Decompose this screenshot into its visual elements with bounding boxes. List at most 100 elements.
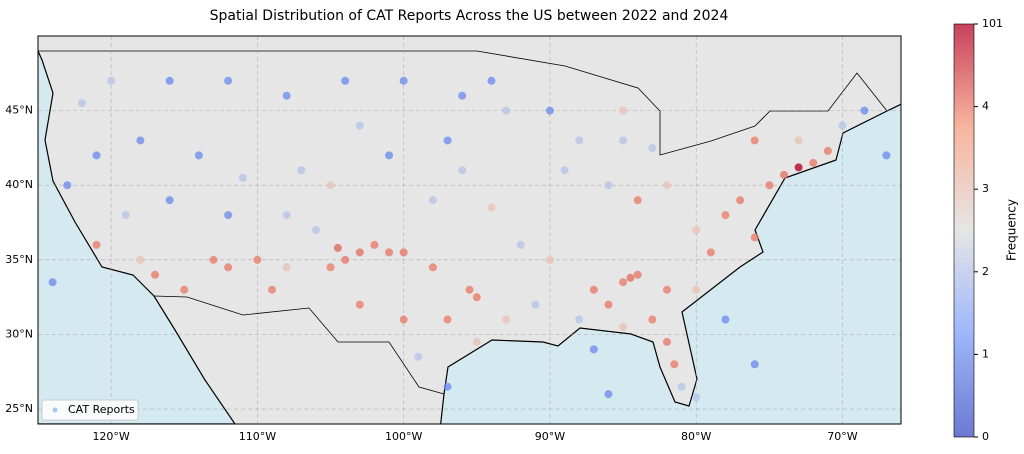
map-base <box>38 36 901 424</box>
colorbar-tick-label: 0 <box>982 430 989 443</box>
report-point <box>860 106 869 115</box>
report-point <box>648 143 657 152</box>
colorbar-tick-label: 3 <box>982 182 989 195</box>
report-point <box>633 270 642 279</box>
border-canada <box>38 50 888 156</box>
report-point <box>165 196 174 205</box>
legend-marker <box>52 407 58 413</box>
report-point <box>487 203 496 212</box>
report-point <box>560 166 569 175</box>
report-point <box>545 255 554 264</box>
report-point <box>882 151 891 160</box>
report-point <box>63 181 72 190</box>
report-point <box>604 390 613 399</box>
report-point <box>721 315 730 324</box>
report-point <box>224 76 233 85</box>
report-point <box>443 315 452 324</box>
y-tick-label: 30°N <box>5 327 33 340</box>
colorbar-label: Frequency <box>1005 199 1019 261</box>
report-point <box>750 136 759 145</box>
report-point <box>794 136 803 145</box>
report-point <box>77 99 86 108</box>
report-point <box>619 323 628 331</box>
colorbar-ticks: 0 1 2 3 4 101 <box>974 17 1003 443</box>
y-tick-label: 35°N <box>5 253 33 266</box>
report-point <box>326 263 335 272</box>
colorbar-tick-label: 4 <box>982 100 989 113</box>
report-point <box>333 243 342 252</box>
report-point <box>443 382 452 391</box>
report-point <box>809 158 818 167</box>
report-point <box>194 151 203 160</box>
y-tick-label: 45°N <box>5 104 33 117</box>
report-point <box>121 211 130 220</box>
x-tick-label: 70°W <box>827 430 857 443</box>
report-point <box>662 337 671 346</box>
report-point <box>428 263 437 272</box>
report-point <box>355 121 364 130</box>
report-point <box>670 360 679 369</box>
report-point <box>326 181 335 190</box>
report-point <box>604 181 613 190</box>
report-point <box>136 255 145 264</box>
report-point <box>355 248 364 257</box>
report-point <box>385 151 394 160</box>
report-point <box>823 146 832 155</box>
report-point <box>458 91 467 100</box>
report-point <box>311 226 320 234</box>
chart-title: Spatial Distribution of CAT Reports Acro… <box>210 8 729 24</box>
legend: CAT Reports <box>41 399 139 421</box>
x-tick-label: 100°W <box>385 430 422 443</box>
grid: 120°W 110°W 100°W 90°W 80°W 70°W 25°N 30°N 35°N 4… <box>5 36 901 443</box>
report-point <box>662 285 671 294</box>
report-point <box>399 76 408 85</box>
y-tick-label: 25°N <box>5 402 33 415</box>
y-tick-label: 40°N <box>5 178 33 191</box>
report-point <box>648 315 657 324</box>
report-point <box>545 106 554 115</box>
report-point <box>604 300 613 309</box>
report-point <box>575 136 584 145</box>
plot-frame <box>37 35 902 425</box>
report-point <box>589 345 598 354</box>
report-point <box>750 233 759 242</box>
report-point <box>282 263 291 272</box>
report-point <box>92 240 101 249</box>
report-point <box>136 136 145 145</box>
atlantic-gulf <box>440 103 901 424</box>
report-point <box>794 163 803 172</box>
x-tick-label: 110°W <box>239 430 276 443</box>
report-point <box>662 181 671 190</box>
report-point <box>238 173 247 182</box>
report-point <box>180 285 189 294</box>
colorbar-tick-label: 2 <box>982 265 989 278</box>
report-point <box>692 226 701 234</box>
x-tick-label: 120°W <box>92 430 129 443</box>
report-point <box>443 136 452 145</box>
report-point <box>370 240 379 249</box>
report-point <box>502 106 511 115</box>
report-point <box>677 382 686 391</box>
report-point <box>253 255 262 264</box>
report-point <box>692 393 701 402</box>
report-point <box>838 121 847 130</box>
report-point <box>692 285 701 294</box>
report-point <box>472 293 481 302</box>
report-point <box>341 255 350 264</box>
report-point <box>428 196 437 205</box>
report-point <box>531 300 540 309</box>
pacific-ocean <box>38 50 236 424</box>
report-point <box>750 360 759 369</box>
report-point <box>633 196 642 205</box>
report-point <box>224 263 233 272</box>
report-point <box>589 285 598 294</box>
report-point <box>736 196 745 205</box>
legend-box <box>41 399 139 421</box>
report-point <box>151 270 160 279</box>
report-point <box>399 248 408 257</box>
x-tick-label: 90°W <box>535 430 565 443</box>
report-point <box>282 211 291 220</box>
report-point <box>619 278 628 287</box>
report-point <box>487 76 496 85</box>
